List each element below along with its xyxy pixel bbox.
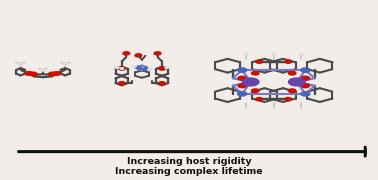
Circle shape bbox=[301, 76, 310, 80]
Circle shape bbox=[135, 66, 141, 69]
Circle shape bbox=[53, 72, 61, 75]
Circle shape bbox=[159, 82, 166, 85]
Circle shape bbox=[132, 66, 136, 67]
Circle shape bbox=[165, 67, 169, 68]
Text: Increasing complex lifetime: Increasing complex lifetime bbox=[115, 167, 263, 176]
Circle shape bbox=[62, 62, 68, 65]
Circle shape bbox=[238, 68, 246, 72]
Circle shape bbox=[288, 89, 296, 93]
Circle shape bbox=[301, 92, 310, 96]
Circle shape bbox=[148, 69, 152, 71]
Circle shape bbox=[123, 52, 130, 55]
Circle shape bbox=[238, 84, 246, 88]
Circle shape bbox=[242, 78, 259, 86]
Circle shape bbox=[288, 78, 305, 86]
Circle shape bbox=[271, 53, 276, 55]
Circle shape bbox=[118, 67, 125, 70]
Circle shape bbox=[154, 52, 161, 55]
Circle shape bbox=[143, 68, 149, 71]
Circle shape bbox=[118, 82, 125, 85]
Circle shape bbox=[115, 67, 119, 68]
Text: Increasing host rigidity: Increasing host rigidity bbox=[127, 157, 251, 166]
Circle shape bbox=[256, 98, 263, 101]
Circle shape bbox=[135, 54, 142, 57]
Circle shape bbox=[285, 98, 291, 101]
Circle shape bbox=[18, 62, 23, 65]
Circle shape bbox=[285, 60, 291, 63]
Circle shape bbox=[238, 76, 246, 80]
Circle shape bbox=[49, 72, 56, 76]
Circle shape bbox=[159, 67, 166, 70]
Circle shape bbox=[256, 60, 263, 63]
Circle shape bbox=[120, 68, 124, 69]
Circle shape bbox=[251, 89, 259, 93]
Circle shape bbox=[25, 72, 33, 75]
Circle shape bbox=[238, 92, 246, 96]
Circle shape bbox=[251, 71, 259, 75]
Circle shape bbox=[299, 53, 304, 55]
Circle shape bbox=[40, 69, 45, 71]
Circle shape bbox=[301, 68, 310, 72]
Circle shape bbox=[244, 53, 248, 55]
Circle shape bbox=[29, 72, 37, 76]
Circle shape bbox=[301, 84, 310, 88]
Circle shape bbox=[288, 71, 296, 75]
